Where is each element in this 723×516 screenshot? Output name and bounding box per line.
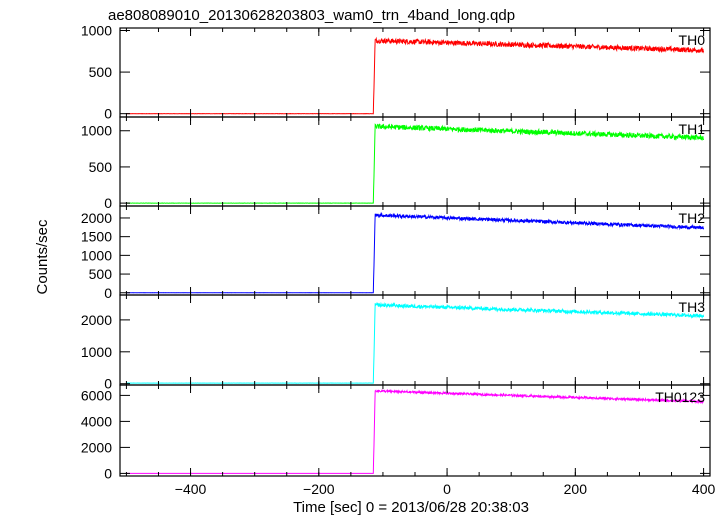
y-tick-label: 0 [104,106,112,122]
y-tick-label: 1000 [81,22,112,38]
panel-label-th1: TH1 [679,121,706,137]
y-tick-label: 1500 [81,229,112,245]
x-tick-label: 0 [443,481,451,497]
panel-th2: 0 500 1000 1500 2000 TH2 [81,205,711,301]
y-tick-label: 0 [104,285,112,301]
panel-label-th2: TH2 [679,210,706,226]
y-tick-label: 500 [89,64,113,80]
x-axis: −400 −200 0 200 400 [175,481,716,497]
series-line-th1 [126,123,705,204]
x-tick-label: 200 [564,481,588,497]
x-tick-label: 400 [692,481,716,497]
y-tick-label: 2000 [81,312,112,328]
y-tick-label: 0 [104,465,112,481]
y-tick-label: 1000 [81,123,112,139]
series-line-th0123 [126,388,705,474]
y-tick-label: 4000 [81,413,112,429]
series-line-th0 [126,36,705,115]
y-tick-label: 500 [89,159,113,175]
x-tick-label: −200 [303,481,335,497]
panels-group: 0 500 1000 TH0 0 500 1000 TH1 0 500 1000 1500 2000 TH… [81,22,711,481]
panel-frame [119,294,711,386]
panel-label-th0: TH0 [679,32,706,48]
y-tick-label: 1000 [81,247,112,263]
y-tick-label: 6000 [81,387,112,403]
y-tick-label: 2000 [81,210,112,226]
panel-th3: 0 1000 2000 TH3 [81,294,711,392]
panel-th0123: 0 2000 4000 6000 TH0123 [81,384,711,481]
y-tick-label: 0 [104,376,112,392]
x-axis-label: Time [sec] 0 = 2013/06/28 20:38:03 [293,499,529,516]
y-tick-label: 500 [89,266,113,282]
panel-label-th3: TH3 [679,299,706,315]
y-tick-label: 1000 [81,344,112,360]
y-tick-label: 2000 [81,439,112,455]
chart-title: ae808089010_20130628203803_wam0_trn_4ban… [108,7,515,24]
panel-frame [119,205,711,296]
y-axis-label: Counts/sec [34,219,51,295]
panel-th0: 0 500 1000 TH0 [81,22,711,122]
panel-label-th0123: TH0123 [655,389,705,405]
panel-th1: 0 500 1000 TH1 [81,116,711,211]
panel-frame [119,116,711,207]
series-line-th2 [126,211,705,294]
x-tick-label: −400 [175,481,207,497]
y-tick-label: 0 [104,195,112,211]
series-line-th3 [126,301,705,384]
